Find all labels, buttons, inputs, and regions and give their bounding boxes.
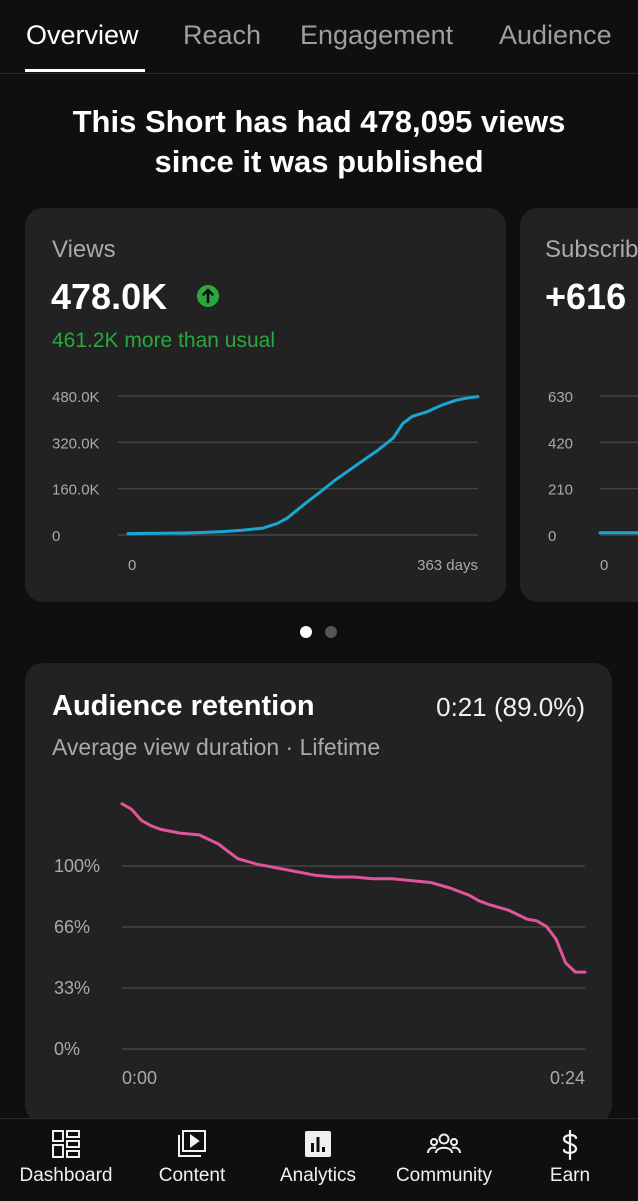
top-tab-bar: Overview Reach Engagement Audience: [0, 0, 638, 74]
nav-earn[interactable]: Earn: [506, 1119, 634, 1201]
nav-dashboard-label: Dashboard: [2, 1165, 130, 1187]
y-tick-label: 420: [548, 435, 573, 452]
y-tick-label: 630: [548, 389, 573, 406]
headline-line-2: since it was published: [0, 142, 638, 182]
tab-reach[interactable]: Reach: [183, 20, 261, 51]
dollar-icon: [555, 1129, 585, 1166]
x-tick-label: 0:24: [550, 1068, 585, 1088]
nav-earn-label: Earn: [506, 1165, 634, 1187]
y-tick-label: 0: [548, 528, 556, 545]
bottom-navigation: Dashboard Content Analytics Communi: [0, 1118, 638, 1200]
nav-content[interactable]: Content: [128, 1119, 256, 1201]
y-tick-label: 160.0K: [52, 482, 100, 499]
headline-line-1: This Short has had 478,095 views: [0, 102, 638, 142]
views-chart: 480.0K 320.0K 160.0K 0 0 363 days: [25, 208, 506, 602]
tab-overview[interactable]: Overview: [26, 20, 139, 51]
y-tick-label: 320.0K: [52, 435, 100, 452]
views-card[interactable]: Views 478.0K 461.2K more than usual 480.…: [25, 208, 506, 602]
community-people-icon: [427, 1129, 461, 1164]
pagination-dot-active[interactable]: [300, 626, 312, 638]
y-tick-label: 66%: [54, 917, 90, 937]
tab-engagement[interactable]: Engagement: [300, 20, 453, 51]
subscribers-chart: 630 420 210 0 0: [520, 208, 638, 602]
nav-analytics-label: Analytics: [254, 1165, 382, 1187]
y-tick-label: 33%: [54, 978, 90, 998]
nav-community-label: Community: [380, 1165, 508, 1187]
nav-content-label: Content: [128, 1165, 256, 1187]
nav-analytics[interactable]: Analytics: [254, 1119, 382, 1201]
nav-dashboard[interactable]: Dashboard: [2, 1119, 130, 1201]
y-tick-label: 100%: [54, 856, 100, 876]
retention-chart: 100% 66% 33% 0% 0:00 0:24: [0, 663, 638, 1123]
x-tick-label: 0: [128, 557, 136, 574]
series-line: [122, 804, 585, 972]
active-tab-indicator: [25, 69, 145, 72]
content-play-icon: [177, 1129, 207, 1164]
analytics-bar-icon: [303, 1129, 333, 1164]
y-tick-label: 480.0K: [52, 389, 100, 406]
headline: This Short has had 478,095 views since i…: [0, 102, 638, 182]
y-tick-label: 0: [52, 528, 60, 545]
dashboard-icon: [51, 1129, 81, 1164]
x-tick-label: 0:00: [122, 1068, 157, 1088]
series-line: [128, 397, 478, 534]
y-tick-label: 0%: [54, 1039, 80, 1059]
x-tick-label: 363 days: [417, 557, 478, 574]
pagination-dot[interactable]: [325, 626, 337, 638]
nav-community[interactable]: Community: [380, 1119, 508, 1201]
y-tick-label: 210: [548, 482, 573, 499]
x-tick-label: 0: [600, 557, 608, 574]
tab-audience[interactable]: Audience: [499, 20, 612, 51]
